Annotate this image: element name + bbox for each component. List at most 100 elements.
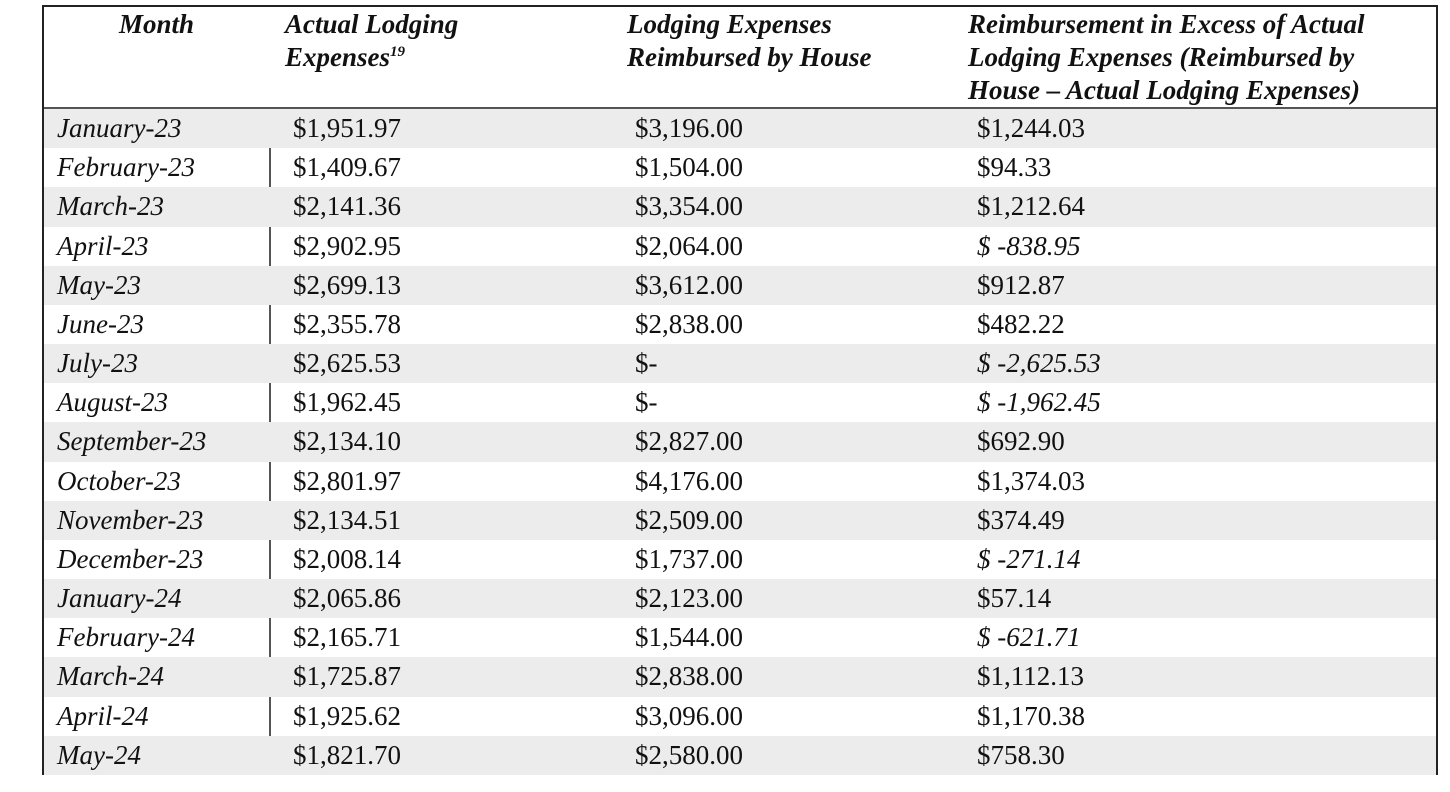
amount-cell: $2,902.95: [293, 230, 401, 261]
header-line: Reimbursed by House: [627, 41, 872, 74]
month-cell: December-23: [57, 543, 204, 574]
amount-cell: $2,801.97: [293, 465, 401, 496]
amount-cell: $3,096.00: [635, 700, 743, 731]
amount-cell: $2,838.00: [635, 308, 743, 339]
month-cell: March-23: [57, 191, 164, 222]
amount-cell: $2,580.00: [635, 739, 743, 770]
month-cell: January-23: [57, 113, 182, 143]
amount-cell: $758.30: [977, 739, 1065, 770]
amount-cell: $2,355.78: [293, 308, 401, 339]
amount-cell: $2,123.00: [635, 583, 743, 614]
amount-cell: $1,504.00: [635, 152, 743, 183]
header-text: Lodging Expenses: [627, 9, 832, 39]
amount-cell: $1,737.00: [635, 543, 743, 574]
header-line: Lodging Expenses (Reimbursed by: [968, 41, 1365, 74]
amount-cell: $-: [635, 387, 658, 418]
amount-cell: $2,625.53: [293, 348, 401, 379]
row-shading: [44, 735, 1436, 775]
amount-cell: $2,064.00: [635, 230, 743, 261]
header-cell: Reimbursement in Excess of Actual Lodging…: [968, 8, 1365, 107]
header-line: Lodging Expenses: [627, 8, 872, 41]
header-line: Expenses19: [285, 41, 458, 74]
amount-cell: $ -2,625.53: [977, 348, 1101, 379]
footnote-ref: 19: [390, 44, 406, 60]
amount-cell: $1,409.67: [293, 152, 401, 183]
row-shading: [44, 344, 1436, 384]
amount-cell: $3,612.00: [635, 269, 743, 300]
amount-cell: $94.33: [977, 152, 1052, 183]
amount-cell: $1,725.87: [293, 661, 401, 692]
month-cell: August-23: [57, 387, 168, 418]
amount-cell: $2,141.36: [293, 191, 401, 222]
amount-cell: $374.49: [977, 504, 1065, 535]
amount-cell: $ -621.71: [977, 622, 1081, 653]
amount-cell: $1,244.03: [977, 113, 1085, 143]
month-cell: July-23: [57, 348, 138, 379]
header-text: Actual Lodging: [285, 9, 459, 39]
header-text: Lodging Expenses (Reimbursed by: [968, 42, 1355, 72]
month-cell: February-24: [57, 622, 195, 653]
amount-cell: $2,065.86: [293, 583, 401, 614]
header-text: Reimbursement in Excess of Actual: [968, 9, 1365, 39]
header-cell: Actual Lodging Expenses19: [285, 8, 458, 74]
header-text: House – Actual Lodging Expenses): [968, 75, 1361, 105]
month-cell: May-24: [57, 739, 141, 770]
month-cell: March-24: [57, 661, 164, 692]
month-cell: November-23: [57, 504, 204, 535]
month-cell: September-23: [57, 426, 207, 457]
amount-cell: $1,951.97: [293, 113, 401, 143]
header-rule: [44, 107, 1436, 109]
amount-cell: $57.14: [977, 583, 1052, 614]
month-cell: April-23: [57, 230, 149, 261]
row-shading: [44, 579, 1436, 619]
amount-cell: $2,134.51: [293, 504, 401, 535]
amount-cell: $2,827.00: [635, 426, 743, 457]
amount-cell: $-: [635, 348, 658, 379]
amount-cell: $2,509.00: [635, 504, 743, 535]
amount-cell: $1,925.62: [293, 700, 401, 731]
amount-cell: $3,354.00: [635, 191, 743, 222]
amount-cell: $2,134.10: [293, 426, 401, 457]
header-cell: Lodging Expenses Reimbursed by House: [627, 8, 872, 74]
header-cell: Month: [44, 8, 269, 41]
header-line: Actual Lodging: [285, 8, 458, 41]
row-shading: [44, 265, 1436, 305]
amount-cell: $912.87: [977, 269, 1065, 300]
amount-cell: $1,962.45: [293, 387, 401, 418]
month-cell: June-23: [57, 308, 144, 339]
amount-cell: $1,212.64: [977, 191, 1085, 222]
amount-cell: $2,165.71: [293, 622, 401, 653]
amount-cell: $2,699.13: [293, 269, 401, 300]
header-text: Expenses: [285, 42, 391, 72]
row-shading: [44, 422, 1436, 462]
amount-cell: $1,112.13: [977, 661, 1084, 692]
row-shading: [44, 109, 1436, 149]
amount-cell: $2,008.14: [293, 543, 401, 574]
amount-cell: $482.22: [977, 308, 1065, 339]
month-cell: April-24: [57, 700, 149, 731]
amount-cell: $1,374.03: [977, 465, 1085, 496]
month-cell: February-23: [57, 152, 195, 183]
amount-cell: $ -271.14: [977, 543, 1081, 574]
header-text: Reimbursed by House: [627, 42, 872, 72]
amount-cell: $1,821.70: [293, 739, 401, 770]
row-shading: [44, 187, 1436, 227]
header-line: House – Actual Lodging Expenses): [968, 74, 1365, 107]
amount-cell: $692.90: [977, 426, 1065, 457]
row-shading: [44, 500, 1436, 540]
amount-cell: $3,196.00: [635, 113, 743, 143]
amount-cell: $4,176.00: [635, 465, 743, 496]
amount-cell: $1,544.00: [635, 622, 743, 653]
month-cell: May-23: [57, 269, 141, 300]
amount-cell: $2,838.00: [635, 661, 743, 692]
month-cell: January-24: [57, 583, 182, 614]
row-shading: [44, 657, 1436, 697]
amount-cell: $ -1,962.45: [977, 387, 1101, 418]
header-line: Reimbursement in Excess of Actual: [968, 8, 1365, 41]
amount-cell: $1,170.38: [977, 700, 1085, 731]
month-cell: October-23: [57, 465, 181, 496]
header-text: Month: [118, 9, 195, 39]
amount-cell: $ -838.95: [977, 230, 1081, 261]
header-line: Month: [44, 8, 269, 41]
